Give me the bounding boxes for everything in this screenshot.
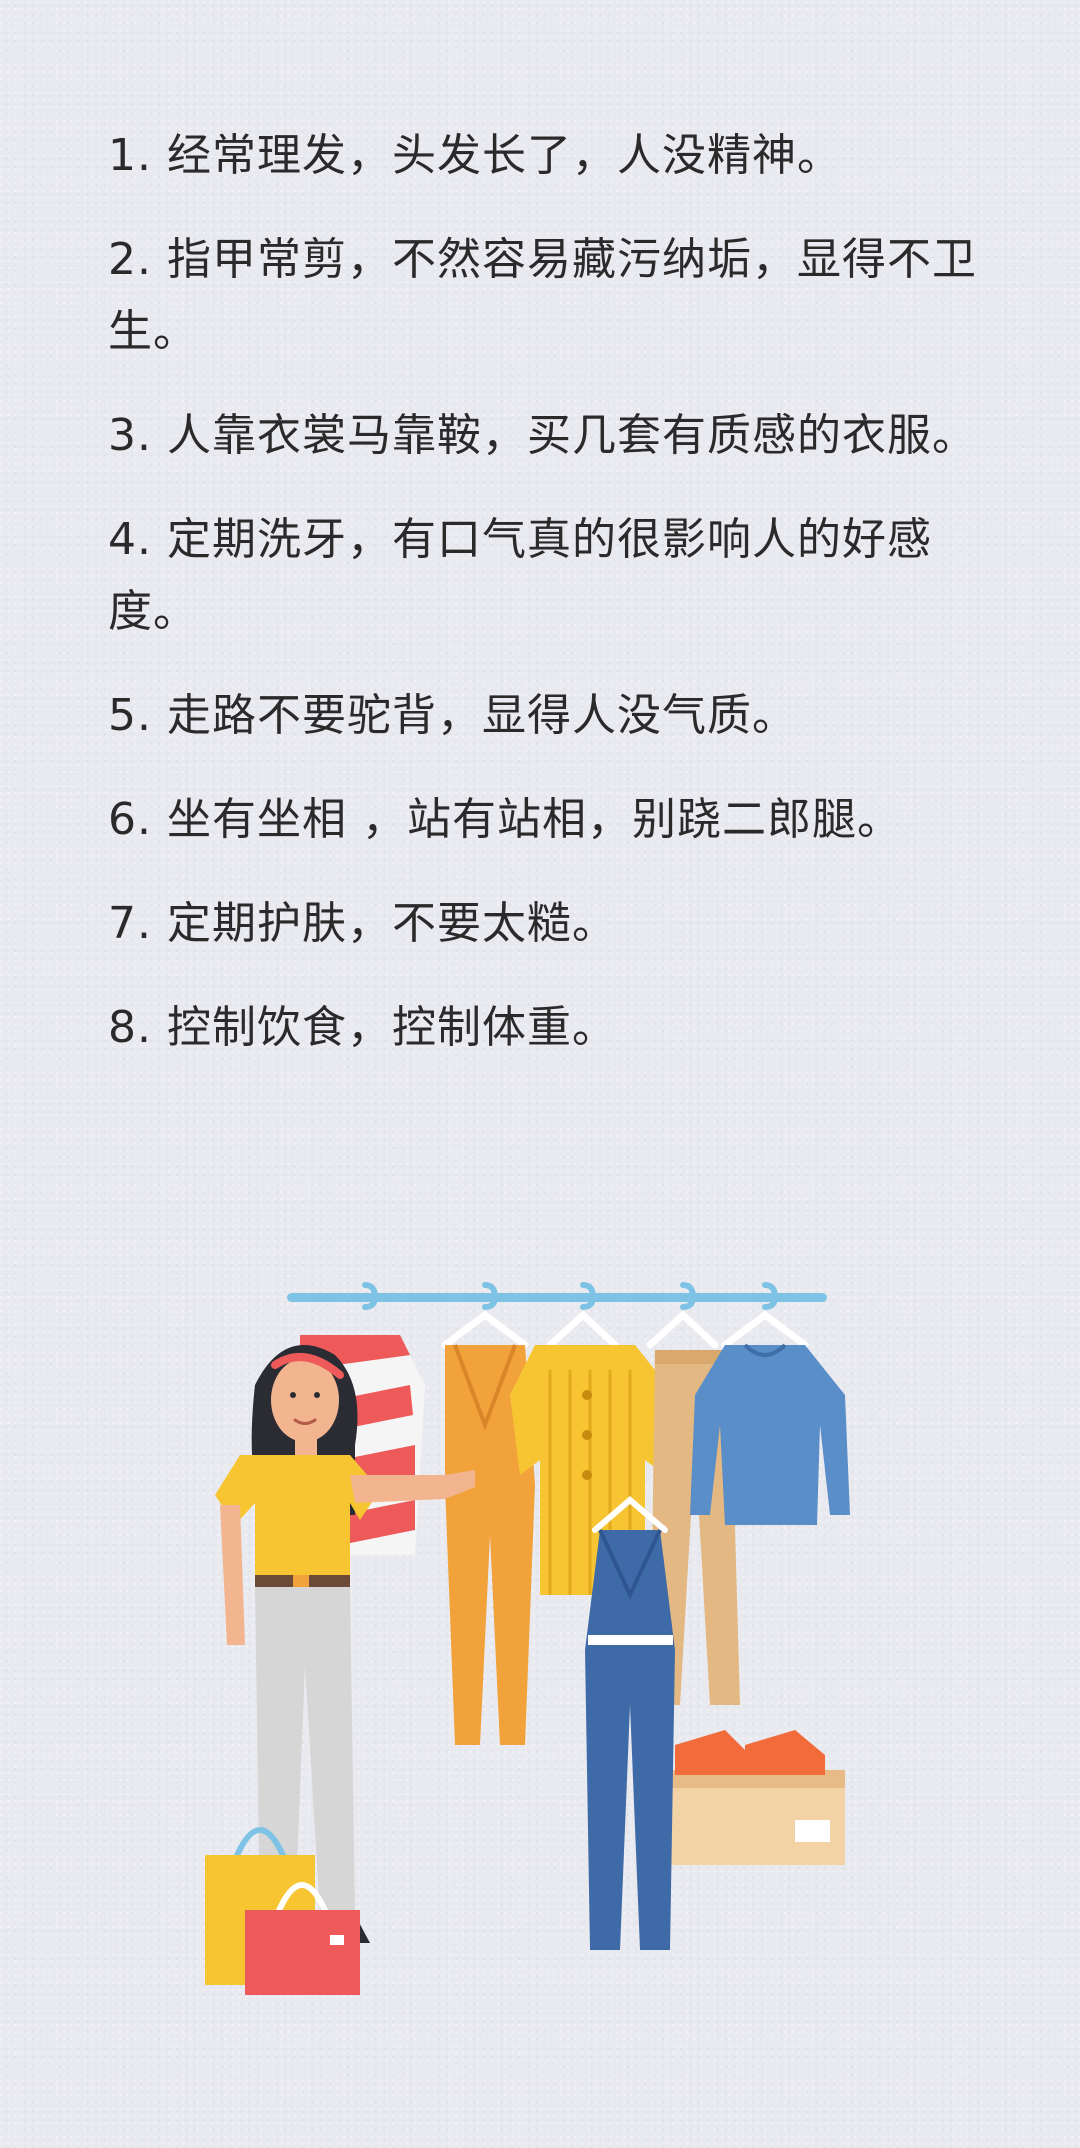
shoe-box	[670, 1730, 845, 1865]
denim-jumpsuit	[585, 1496, 675, 1950]
tip-item: 6. 坐有坐相 ，站有站相，别跷二郎腿。	[108, 794, 902, 845]
tip-item: 8. 控制饮食，控制体重。	[108, 1002, 617, 1053]
tip-item: 4. 定期洗牙，有口气真的很影响人的好感度。	[108, 514, 932, 637]
rack-bar	[287, 1293, 827, 1302]
tip-item: 7. 定期护肤，不要太糙。	[108, 898, 617, 949]
tips-list: 1. 经常理发，头发长了，人没精神。 2. 指甲常剪，不然容易藏污纳垢，显得不卫…	[108, 120, 988, 1096]
tip-item: 1. 经常理发，头发长了，人没精神。	[108, 130, 842, 181]
tip-item: 3. 人靠衣裳马靠鞍，买几套有质感的衣服。	[108, 410, 977, 461]
woman-figure	[215, 1345, 475, 1943]
tip-item: 5. 走路不要驼背，显得人没气质。	[108, 690, 797, 741]
orange-jumpsuit	[445, 1344, 535, 1745]
tip-item: 2. 指甲常剪，不然容易藏污纳垢，显得不卫生。	[108, 234, 977, 357]
woman-choosing-clothes-icon	[205, 1275, 885, 1995]
shopping-bags	[205, 1827, 360, 1995]
blue-sweater	[690, 1343, 850, 1525]
